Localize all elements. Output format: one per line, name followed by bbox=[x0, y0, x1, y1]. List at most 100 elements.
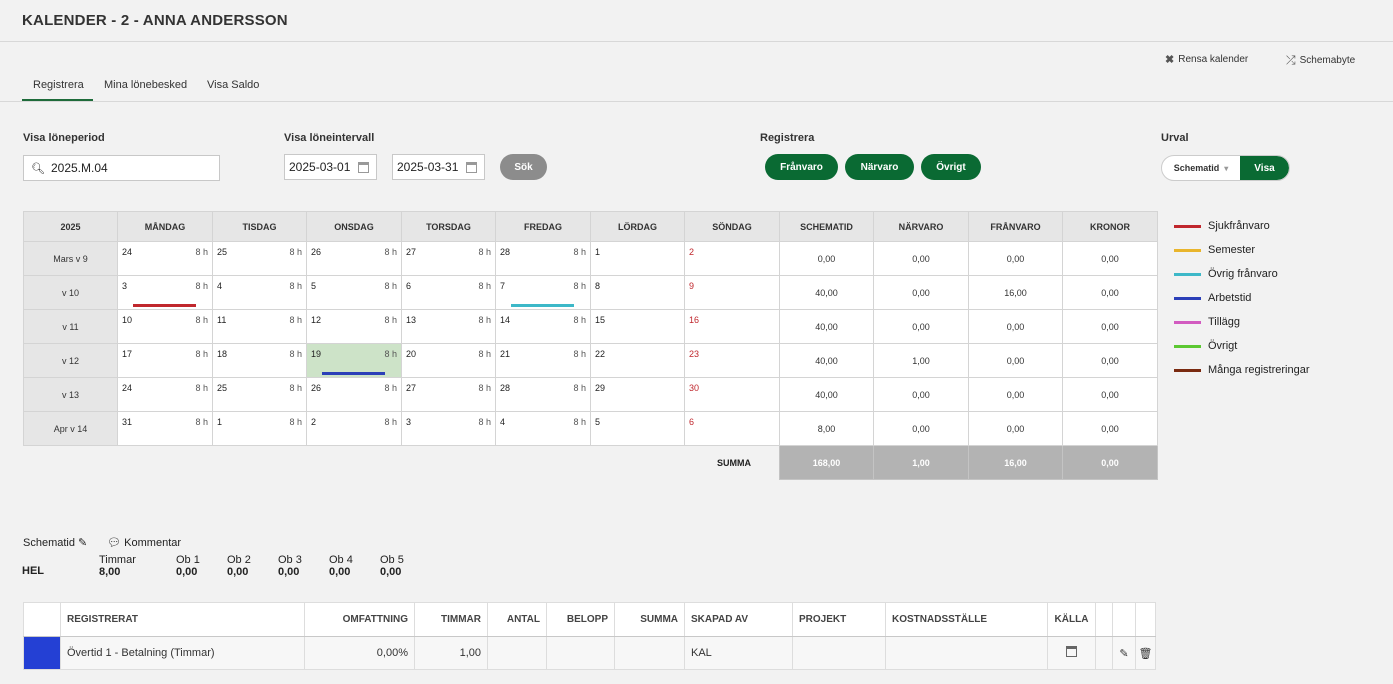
day-number: 26 bbox=[311, 383, 322, 393]
day-cell[interactable]: 9 bbox=[684, 275, 780, 310]
day-cell[interactable]: 27 8 h bbox=[401, 241, 496, 276]
day-cell[interactable]: 7 8 h bbox=[495, 275, 591, 310]
legend-color-line bbox=[1174, 296, 1201, 300]
week-sum-franvaro: 0,00 bbox=[968, 309, 1063, 344]
date-to-input[interactable]: 2025-03-31 bbox=[392, 154, 485, 180]
day-cell[interactable]: 30 bbox=[684, 377, 780, 412]
day-cell[interactable]: 31 8 h bbox=[117, 411, 213, 446]
day-cell[interactable]: 1 bbox=[590, 241, 685, 276]
tab-visa-saldo[interactable]: Visa Saldo bbox=[207, 79, 260, 91]
edit-button[interactable]: ✎ bbox=[1112, 636, 1136, 670]
calendar-icon[interactable] bbox=[358, 161, 369, 173]
day-cell[interactable]: 12 8 h bbox=[306, 309, 402, 344]
day-cell[interactable]: 2 8 h bbox=[306, 411, 402, 446]
day-cell[interactable]: 8 bbox=[590, 275, 685, 310]
week-sum-franvaro: 0,00 bbox=[968, 411, 1063, 446]
calendar-icon[interactable] bbox=[466, 161, 477, 173]
col-skapad-av: SKAPAD AV bbox=[684, 602, 793, 637]
day-cell[interactable]: 28 8 h bbox=[495, 241, 591, 276]
day-cell[interactable]: 29 bbox=[590, 377, 685, 412]
tab-mina-lonebesked[interactable]: Mina lönebesked bbox=[104, 79, 188, 91]
schedule-col: Ob 4 0,00 bbox=[329, 554, 380, 578]
day-hours: 8 h bbox=[289, 281, 302, 291]
day-cell[interactable]: 13 8 h bbox=[401, 309, 496, 344]
day-cell[interactable]: 14 8 h bbox=[495, 309, 591, 344]
day-cell[interactable]: 27 8 h bbox=[401, 377, 496, 412]
day-cell[interactable]: 25 8 h bbox=[212, 377, 307, 412]
day-cell[interactable]: 5 8 h bbox=[306, 275, 402, 310]
day-cell[interactable]: 28 8 h bbox=[495, 377, 591, 412]
day-cell[interactable]: 21 8 h bbox=[495, 343, 591, 378]
day-cell[interactable]: 3 8 h bbox=[401, 411, 496, 446]
registration-marker[interactable] bbox=[133, 304, 196, 307]
day-cell[interactable]: 11 8 h bbox=[212, 309, 307, 344]
day-cell[interactable]: 1 8 h bbox=[212, 411, 307, 446]
comment-link[interactable]: 💬︎ Kommentar bbox=[107, 536, 181, 550]
day-number: 22 bbox=[595, 349, 606, 359]
day-cell[interactable]: 24 8 h bbox=[117, 377, 213, 412]
day-number: 25 bbox=[217, 247, 228, 257]
schedule-row-label: HEL bbox=[22, 565, 44, 577]
day-cell[interactable]: 16 bbox=[684, 309, 780, 344]
registration-marker[interactable] bbox=[322, 372, 385, 375]
day-number: 24 bbox=[122, 383, 133, 393]
search-button[interactable]: Sök bbox=[500, 154, 547, 180]
legend-label: Övrigt bbox=[1208, 340, 1238, 352]
clear-calendar-link[interactable]: ✖ Rensa kalender bbox=[1165, 53, 1248, 66]
urval-select[interactable]: Schematid ▾ bbox=[1162, 156, 1240, 180]
calendar-header-4: TORSDAG bbox=[401, 211, 496, 242]
day-cell[interactable]: 17 8 h bbox=[117, 343, 213, 378]
day-number: 2 bbox=[311, 417, 317, 427]
legend-label: Övrig frånvaro bbox=[1208, 268, 1278, 280]
day-cell[interactable]: 23 bbox=[684, 343, 780, 378]
day-number: 19 bbox=[311, 349, 322, 359]
day-cell[interactable]: 4 8 h bbox=[495, 411, 591, 446]
registration-marker[interactable] bbox=[511, 304, 574, 307]
day-cell[interactable]: 6 8 h bbox=[401, 275, 496, 310]
urval-control: Schematid ▾ Visa bbox=[1161, 155, 1290, 181]
franvaro-button[interactable]: Frånvaro bbox=[765, 154, 838, 180]
narvaro-button[interactable]: Närvaro bbox=[845, 154, 914, 180]
day-cell[interactable]: 15 bbox=[590, 309, 685, 344]
day-cell[interactable]: 24 8 h bbox=[117, 241, 213, 276]
day-hours: 8 h bbox=[573, 281, 586, 291]
summa-label: SUMMA bbox=[717, 457, 751, 468]
day-cell[interactable]: 19 8 h bbox=[306, 343, 402, 378]
schedule-col-header: Ob 5 bbox=[380, 554, 404, 566]
day-hours: 8 h bbox=[195, 383, 208, 393]
legend-color-line bbox=[1174, 248, 1201, 252]
day-cell[interactable]: 18 8 h bbox=[212, 343, 307, 378]
day-cell[interactable]: 4 8 h bbox=[212, 275, 307, 310]
day-cell[interactable]: 22 bbox=[590, 343, 685, 378]
table-row[interactable]: Övertid 1 - Betalning (Timmar) 0,00% 1,0… bbox=[23, 636, 1156, 670]
day-hours: 8 h bbox=[384, 349, 397, 359]
day-hours: 8 h bbox=[478, 383, 491, 393]
day-cell[interactable]: 10 8 h bbox=[117, 309, 213, 344]
caret-down-icon: ▾ bbox=[1224, 163, 1229, 173]
tab-registrera[interactable]: Registrera bbox=[33, 79, 84, 91]
day-cell[interactable]: 2 bbox=[684, 241, 780, 276]
day-cell[interactable]: 6 bbox=[684, 411, 780, 446]
visa-button[interactable]: Visa bbox=[1240, 156, 1289, 180]
urval-label: Urval bbox=[1161, 132, 1189, 144]
ovrigt-button[interactable]: Övrigt bbox=[921, 154, 981, 180]
date-from-input[interactable]: 2025-03-01 bbox=[284, 154, 377, 180]
schematid-link[interactable]: Schematid ✎ bbox=[23, 536, 87, 550]
day-cell[interactable]: 26 8 h bbox=[306, 377, 402, 412]
day-hours: 8 h bbox=[573, 383, 586, 393]
day-cell[interactable]: 26 8 h bbox=[306, 241, 402, 276]
day-number: 31 bbox=[122, 417, 133, 427]
day-cell[interactable]: 5 bbox=[590, 411, 685, 446]
legend-color-line bbox=[1174, 368, 1201, 372]
schedule-swap-link[interactable]: ⤮ Schemabyte bbox=[1286, 53, 1355, 68]
delete-button[interactable]: 🗑︎ bbox=[1135, 636, 1156, 670]
calendar-header-10: FRÅNVARO bbox=[968, 211, 1063, 242]
close-icon: ✖ bbox=[1165, 54, 1175, 66]
calendar-week-row: v 13 24 8 h 25 8 h 26 8 h 27 8 h 28 8 h 29 30 40,00 0,… bbox=[23, 377, 1158, 412]
day-cell[interactable]: 20 8 h bbox=[401, 343, 496, 378]
week-sum-franvaro: 0,00 bbox=[968, 241, 1063, 276]
day-hours: 8 h bbox=[384, 315, 397, 325]
day-cell[interactable]: 25 8 h bbox=[212, 241, 307, 276]
day-cell[interactable]: 3 8 h bbox=[117, 275, 213, 310]
period-input[interactable]: 🔍︎ 2025.M.04 bbox=[23, 155, 220, 181]
